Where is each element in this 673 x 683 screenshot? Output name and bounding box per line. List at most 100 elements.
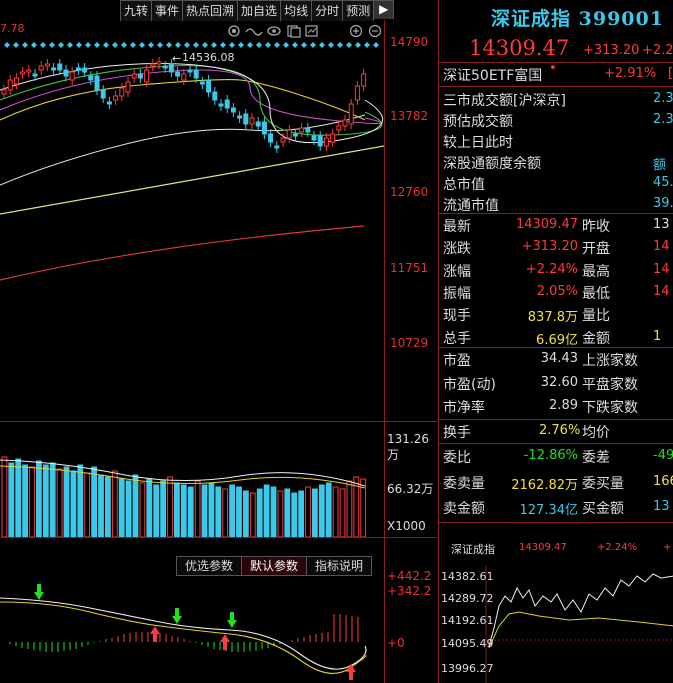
candlestick: [268, 133, 274, 143]
volume-bar: [139, 482, 146, 537]
signal-diamond: [292, 42, 298, 48]
candlestick: [280, 137, 286, 143]
signal-diamond: [328, 42, 334, 48]
quote-field-value: 1: [653, 328, 662, 344]
mini-axis-label: 14289.72: [441, 592, 494, 605]
volume-bar: [339, 488, 346, 537]
wave-icon[interactable]: [245, 28, 263, 36]
volume-bar: [236, 486, 242, 537]
signal-diamond: [319, 42, 325, 48]
zoom-out-icon[interactable]: [368, 24, 382, 38]
toolbar-button-add-watchlist[interactable]: 加自选: [237, 0, 282, 21]
quote-field-value: 13: [653, 217, 670, 232]
volume-bar: [132, 474, 139, 537]
market-info-row: 较上日此时: [439, 130, 673, 152]
signal-diamond: [22, 42, 28, 48]
chart-icon-bar: [228, 24, 382, 38]
signal-diamond: [247, 42, 253, 48]
mini-intraday-chart[interactable]: [439, 566, 673, 683]
market-info-label: 三市成交额[沪深京]: [443, 93, 566, 109]
candlestick: [224, 99, 230, 109]
candlestick: [299, 127, 305, 133]
volume-bar: [222, 488, 229, 537]
buy-signal-arrow: [227, 612, 237, 628]
quote-field-label: 涨跌: [443, 241, 471, 258]
quote-field-label: 市净率: [443, 400, 485, 416]
signal-diamond: [193, 42, 199, 48]
signal-diamond: [355, 42, 361, 48]
market-info-row: 总市值 45.9: [439, 172, 673, 194]
volume-bar: [187, 486, 194, 537]
signal-diamond: [265, 42, 271, 48]
candlestick: [106, 101, 112, 105]
volume-bar: [8, 462, 15, 537]
toolbar-button-hotspot-review[interactable]: 热点回溯: [182, 0, 239, 21]
high-marker-label: ←: [172, 52, 181, 65]
market-info-row: 预估成交额 2.3: [439, 109, 673, 131]
candlestick: [82, 67, 88, 73]
toolbar-button-forecast[interactable]: 预测: [342, 0, 375, 21]
candlestick: [26, 69, 32, 73]
volume-chart: [0, 456, 367, 537]
market-info-row: 三市成交额[沪深京] 2.3: [439, 88, 673, 110]
sell-signal-arrow: [346, 664, 356, 680]
etf-row[interactable]: 深证50ETF富国 • +2.91% [: [439, 61, 673, 85]
quote-grid-row: 最新 14309.47 昨收 13: [439, 214, 673, 236]
volume-bar: [263, 484, 270, 537]
zoom-in-icon[interactable]: [349, 24, 363, 38]
signal-diamond: [238, 42, 244, 48]
quote-field-label: 卖金额: [443, 501, 485, 517]
volume-bar: [29, 466, 35, 537]
mini-chart-name: 深证成指: [451, 543, 495, 556]
mini-axis-label: 14095.49: [441, 637, 494, 650]
toolbar-arrow-button[interactable]: ▶: [373, 0, 395, 19]
candlestick: [311, 135, 317, 141]
quote-field-label: 总手: [443, 330, 471, 347]
signal-diamond: [229, 42, 235, 48]
signal-diamond: [283, 42, 289, 48]
quote-field-value: 127.34亿: [519, 503, 579, 518]
quote-field-label: 平盘家数: [582, 376, 638, 393]
eye-icon[interactable]: [267, 26, 281, 36]
tab-default-params[interactable]: 默认参数: [241, 556, 308, 576]
candlestick: [199, 81, 205, 85]
quote-grid-row: 市净率 2.89 下跌家数: [439, 395, 673, 417]
volume-bar: [146, 478, 153, 537]
price-axis-label: 11751: [390, 261, 429, 275]
quote-field-label: 委比: [443, 450, 471, 466]
candlestick: [187, 69, 193, 73]
candlestick: [57, 63, 63, 71]
signal-diamond: [211, 42, 217, 48]
quote-field-value: 2.05%: [536, 283, 578, 299]
candlestick: [150, 63, 156, 67]
candlestick: [38, 65, 44, 71]
quote-field-label: 下跌家数: [582, 400, 638, 416]
toolbar-button-intraday[interactable]: 分时: [311, 0, 344, 21]
volume-bar: [15, 458, 22, 537]
volume-bar: [229, 484, 235, 537]
candlestick: [137, 73, 143, 79]
volume-bar: [1, 456, 8, 537]
candlestick: [51, 67, 57, 71]
chart-icon[interactable]: [305, 25, 318, 37]
volume-bar: [153, 484, 160, 537]
volume-bar: [249, 492, 256, 537]
copy-icon[interactable]: [287, 25, 301, 38]
tab-indicator-help[interactable]: 指标说明: [306, 556, 373, 576]
quote-field-label: 量比: [582, 308, 610, 325]
volume-bar: [256, 488, 263, 537]
price-axis-label: 12760: [390, 185, 429, 199]
divider: [439, 213, 673, 214]
candlestick: [305, 127, 311, 133]
candlestick: [218, 103, 224, 107]
candlestick: [100, 89, 106, 99]
tab-optimal-params[interactable]: 优选参数: [176, 556, 243, 576]
quote-field-label: 振幅: [443, 285, 471, 302]
quote-field-label: 开盘: [582, 241, 610, 258]
ma-line-mid: [0, 114, 366, 186]
candlestick: [286, 129, 292, 139]
toolbar-button-moving-average[interactable]: 均线: [280, 0, 313, 21]
avg-price-label: 均价: [582, 425, 610, 441]
settings-icon[interactable]: [228, 25, 240, 37]
kline-chart-area[interactable]: 九转 事件 热点回溯 加自选 均线 分时 预测 ▶ 7.78 ← 14536.0…: [0, 0, 437, 683]
